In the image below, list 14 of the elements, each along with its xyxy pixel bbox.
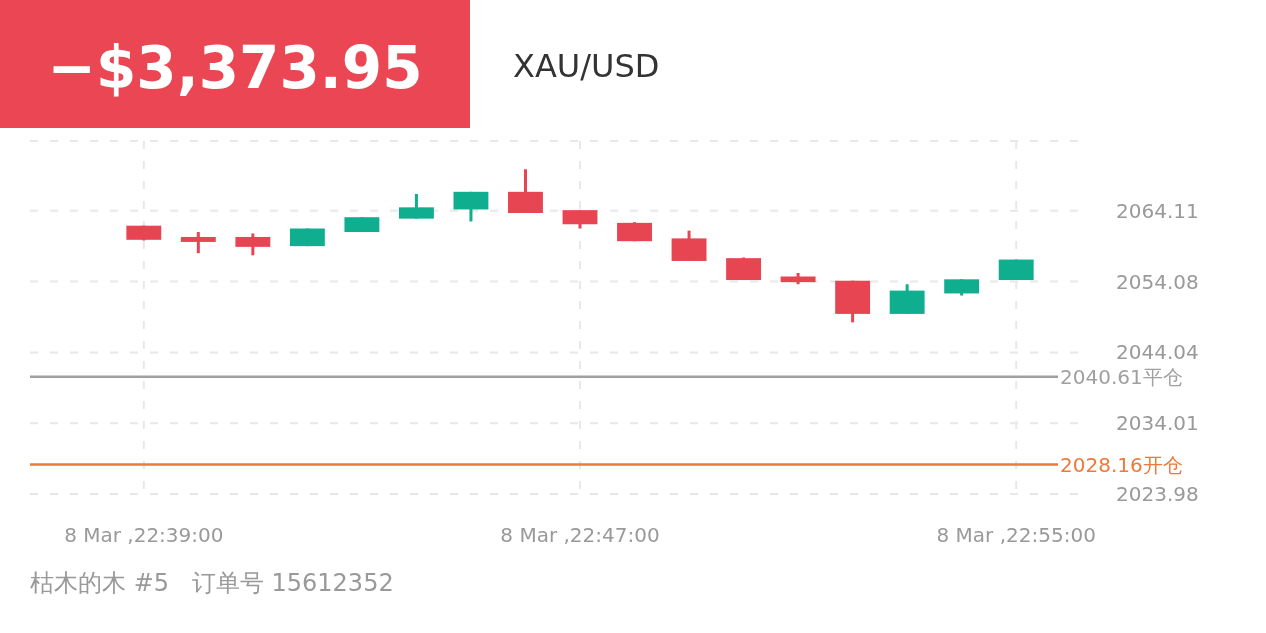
x-tick-label: 8 Mar ,22:39:00 xyxy=(64,523,224,547)
y-tick-label: 2034.01 xyxy=(1116,411,1199,436)
x-tick-label: 8 Mar ,22:47:00 xyxy=(500,523,660,547)
y-tick-label: 2064.11 xyxy=(1116,198,1199,223)
ref-line-label: 2040.61平仓 xyxy=(1060,364,1183,389)
y-tick-label: 2054.08 xyxy=(1116,269,1199,294)
ref-line-label: 2028.16开仓 xyxy=(1060,452,1183,477)
text: 枯木的木 #5 订单号 15612352 xyxy=(30,569,394,597)
text: −$3,373.95 xyxy=(47,34,423,102)
y-tick-label: 2023.98 xyxy=(1116,482,1199,506)
y-tick-label: 2044.04 xyxy=(1116,340,1199,365)
candlestick xyxy=(180,232,216,255)
x-tick-label: 8 Mar ,22:55:00 xyxy=(936,523,1096,547)
chart-title: XAU/USD xyxy=(513,47,660,85)
